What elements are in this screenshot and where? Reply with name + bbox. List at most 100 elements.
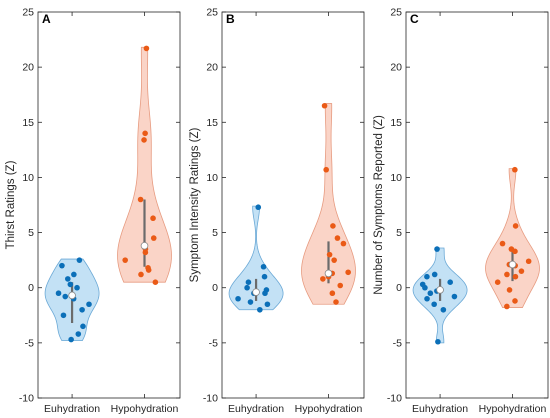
data-point xyxy=(431,301,437,308)
data-point xyxy=(141,137,147,143)
data-point xyxy=(499,240,506,247)
data-point xyxy=(150,235,157,241)
y-tick-label: -10 xyxy=(19,393,34,405)
panel-a: -10 -5 0 5 10 15 20 25 Thirst Ratings (Z) A Euhydr… xyxy=(5,7,181,415)
data-point xyxy=(512,166,518,173)
median-marker xyxy=(324,269,333,278)
y-tick-label: 5 xyxy=(212,227,218,239)
data-point xyxy=(68,336,74,343)
y-tick-label: 0 xyxy=(396,282,402,294)
data-point xyxy=(329,290,336,297)
panel-label: C xyxy=(410,12,419,26)
data-point xyxy=(76,257,83,263)
y-tick-label: -10 xyxy=(203,393,218,405)
violin-hypohydration xyxy=(117,46,172,283)
median-marker xyxy=(508,260,517,269)
data-point xyxy=(257,306,263,313)
median-marker xyxy=(436,286,444,294)
data-point xyxy=(142,249,149,256)
data-point xyxy=(62,293,69,300)
x-tick-label: Euhydration xyxy=(228,403,284,415)
data-point xyxy=(75,331,82,337)
y-axis-label: Thirst Ratings (Z) xyxy=(5,160,17,249)
panel-c: -10 -5 0 5 10 15 20 25 Number of Symptoms Report… xyxy=(373,7,549,415)
data-point xyxy=(323,166,330,173)
axes-box xyxy=(405,11,549,399)
data-point xyxy=(431,271,438,278)
data-point xyxy=(337,282,344,289)
data-point xyxy=(142,130,148,137)
data-point xyxy=(330,223,336,229)
data-point xyxy=(504,271,510,278)
y-tick-label: 15 xyxy=(22,117,34,129)
data-point xyxy=(80,323,86,330)
x-tick-label: Euhydration xyxy=(44,403,100,415)
data-point xyxy=(424,295,430,302)
y-tick-label: 5 xyxy=(28,227,34,239)
panel-label: A xyxy=(42,12,51,26)
data-point xyxy=(440,306,447,313)
data-point xyxy=(512,298,518,304)
data-point xyxy=(320,276,326,282)
y-tick-label: -5 xyxy=(209,337,218,349)
axes-box xyxy=(37,11,181,399)
data-point xyxy=(150,215,156,222)
data-point xyxy=(71,271,77,278)
data-point xyxy=(334,235,341,241)
y-tick-label: 15 xyxy=(206,117,218,129)
data-point xyxy=(494,279,501,286)
data-point xyxy=(506,287,513,293)
y-tick-label: 25 xyxy=(390,7,402,19)
x-tick-label: Euhydration xyxy=(412,403,468,415)
data-point xyxy=(512,273,519,280)
y-tick-label: 10 xyxy=(390,172,402,184)
violin-euhydration xyxy=(228,205,284,311)
y-tick-label: 15 xyxy=(390,117,402,129)
median-marker xyxy=(252,288,260,296)
data-point xyxy=(60,312,67,319)
data-point xyxy=(261,273,268,280)
data-point xyxy=(333,299,339,305)
data-point xyxy=(435,338,441,345)
y-tick-label: 0 xyxy=(28,282,34,294)
data-point xyxy=(55,290,62,297)
x-tick-label: Hypohydration xyxy=(111,403,179,415)
data-point xyxy=(512,248,518,255)
data-point xyxy=(152,279,159,286)
data-point xyxy=(137,196,144,203)
data-point xyxy=(79,306,85,313)
y-tick-label: 25 xyxy=(206,7,218,19)
data-point xyxy=(447,279,454,286)
data-point xyxy=(321,102,328,109)
y-tick-label: 10 xyxy=(206,172,218,184)
data-point xyxy=(345,269,351,276)
data-point xyxy=(264,301,271,308)
y-tick-label: 20 xyxy=(206,62,218,74)
y-tick-label: 10 xyxy=(22,172,34,184)
data-point xyxy=(67,281,74,288)
y-tick-label: -5 xyxy=(25,337,34,349)
data-point xyxy=(504,303,510,310)
axes-box xyxy=(221,11,365,399)
data-point xyxy=(255,204,262,211)
data-point xyxy=(434,246,440,252)
data-point xyxy=(59,262,65,269)
data-point xyxy=(122,257,128,263)
x-tick-label: Hypohydration xyxy=(295,403,363,415)
y-axis-label: Number of Symptoms Reported (Z) xyxy=(373,115,385,295)
x-tick-label: Hypohydration xyxy=(479,403,547,415)
violin-hypohydration xyxy=(485,168,540,308)
data-point xyxy=(143,45,150,52)
data-point xyxy=(260,263,267,270)
data-point xyxy=(326,251,333,258)
panel-label: B xyxy=(226,12,235,26)
median-marker xyxy=(68,291,76,300)
y-tick-label: 5 xyxy=(396,227,402,239)
data-point xyxy=(145,267,152,273)
data-point xyxy=(262,290,268,297)
data-point xyxy=(331,257,337,263)
data-point xyxy=(525,258,532,265)
data-point xyxy=(451,293,458,300)
data-point xyxy=(512,223,519,229)
